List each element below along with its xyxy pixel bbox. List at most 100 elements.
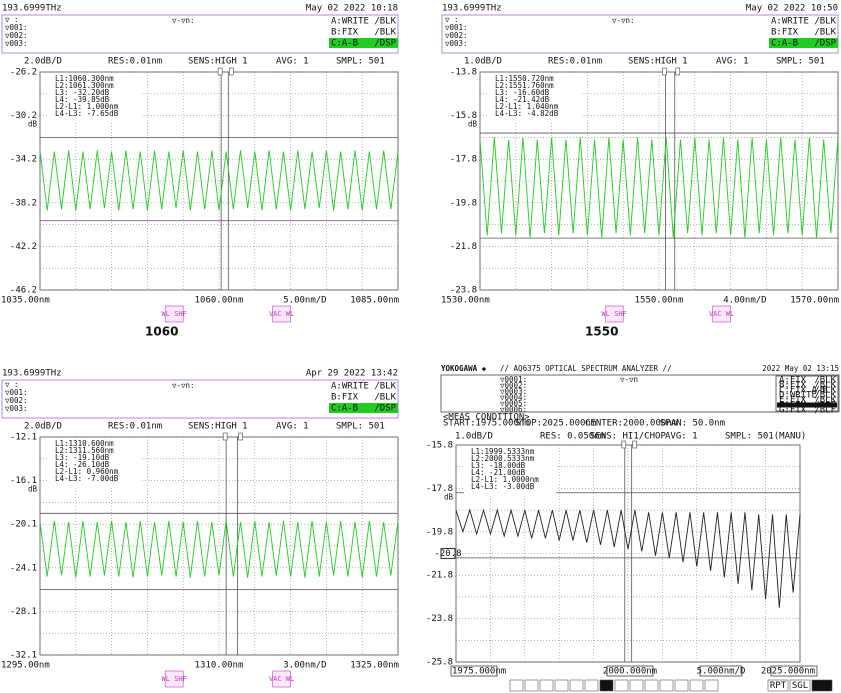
button-label: VAC WL	[709, 310, 734, 318]
soft-key[interactable]	[554, 679, 569, 692]
setting: RES:0.01nm	[108, 422, 162, 432]
button[interactable]	[272, 670, 291, 688]
trace	[479, 137, 839, 238]
button[interactable]	[272, 305, 291, 323]
marker-text: L2:1311.560nm	[55, 446, 114, 455]
trace-mode: /BLK	[374, 382, 396, 392]
soft-key[interactable]	[509, 679, 524, 692]
button-label: VAC WL	[269, 310, 294, 318]
soft-key[interactable]	[539, 679, 554, 692]
marker-header: ▽0002:	[500, 381, 527, 390]
marker-box	[488, 75, 580, 121]
trace-label: E:FIX	[779, 396, 807, 406]
trace-label: B:FIX	[771, 28, 799, 38]
y-tick-label: -46.2	[10, 286, 37, 296]
soft-key[interactable]	[659, 679, 674, 692]
frame	[440, 374, 840, 413]
marker-text: L2-L1: 1.000nm	[55, 102, 119, 111]
meas: CENTER:2000.000nm	[585, 419, 677, 429]
trace-highlight	[329, 38, 398, 48]
y-tick-label: -42.2	[10, 242, 37, 252]
trace-mode: /BLK	[814, 17, 836, 27]
trace-label: A:WRITE	[331, 17, 369, 27]
frequency: 193.6999THz	[2, 369, 62, 379]
trace-label: C:A-B	[771, 39, 798, 49]
marker-header: ▽001:	[445, 23, 468, 32]
marker-header: ▽002:	[5, 396, 28, 405]
soft-key[interactable]	[674, 679, 689, 692]
soft-key[interactable]	[569, 679, 584, 692]
button[interactable]	[164, 305, 184, 323]
trace-mode: /BLK	[374, 393, 396, 403]
trace-mode: /BLK	[814, 396, 836, 406]
marker-header: ▽003:	[5, 404, 28, 413]
trace-label: B:FIX	[331, 28, 359, 38]
x-tick-label: 1035.00nm	[1, 296, 50, 306]
button[interactable]	[604, 305, 624, 323]
meas-condition: <MEAS CONDITION>	[443, 413, 530, 423]
button[interactable]	[789, 679, 811, 692]
date: May 02 2022 10:18	[306, 4, 398, 14]
y-unit: dB	[444, 492, 454, 501]
date: 2022 May 02 13:15	[762, 364, 839, 373]
soft-key[interactable]	[644, 679, 659, 692]
setting: SENS: HI1/CHOP	[590, 432, 666, 442]
brand: YOKOGAWA ◆	[441, 364, 487, 373]
marker-header: ▽001:	[5, 23, 28, 32]
setting: 1.0dB/D	[464, 57, 502, 67]
frequency: 193.6999THz	[442, 4, 502, 14]
button[interactable]	[811, 679, 833, 692]
button[interactable]	[712, 305, 731, 323]
x-tick-label: 2025.000nm	[761, 667, 815, 677]
trace	[39, 150, 399, 211]
meas: STOP:2025.000nm	[515, 419, 596, 429]
soft-key[interactable]	[599, 679, 614, 692]
y-tick-label: -24.1	[10, 563, 37, 573]
x-scale: 3.00nm/D	[283, 661, 326, 671]
trace-label: D:WRITE	[779, 391, 817, 401]
date: Apr 29 2022 13:42	[306, 369, 398, 379]
trace-mode: /BLK	[374, 17, 396, 27]
y-tick-label: -34.2	[10, 155, 37, 165]
marker-text: L2:2000.5333nm	[471, 454, 535, 463]
marker-text: L3: -16.60dB	[495, 88, 550, 97]
x-tick-label: 1060.00nm	[195, 296, 244, 306]
button[interactable]	[767, 679, 789, 692]
marker-text: L1:1999.5333nm	[471, 447, 535, 456]
x-tick-label: 1310.00nm	[195, 661, 244, 671]
y-tick-label: -23.8	[450, 286, 477, 296]
setting: SMPL: 501	[776, 57, 825, 67]
soft-key[interactable]	[704, 679, 719, 692]
trace-mode: /DSP	[814, 401, 836, 411]
marker-header: ▽003:	[445, 39, 468, 48]
delta-marker: ▽-▽n:	[172, 381, 195, 390]
y-tick-label: -25.8	[426, 658, 453, 668]
soft-key[interactable]	[629, 679, 644, 692]
setting: SMPL: 501(MANU)	[725, 432, 806, 442]
trace-highlight	[329, 403, 398, 413]
y-tick-label: -32.1	[10, 651, 37, 661]
soft-key[interactable]	[689, 679, 704, 692]
x-tick-box	[450, 665, 498, 677]
caption: 1060	[145, 325, 178, 339]
soft-key[interactable]	[524, 679, 539, 692]
x-scale: 4.00nm/D	[723, 296, 766, 306]
x-tick-label: 1295.00nm	[1, 661, 50, 671]
setting: AVG: 1	[665, 432, 698, 442]
button[interactable]	[164, 670, 184, 688]
marker-text: L2-L1: 0.960nm	[55, 467, 119, 476]
x-tick-label: 2000.000nm	[603, 667, 657, 677]
setting: SENS:HIGH 1	[188, 422, 248, 432]
trace-mode: /DSP	[374, 404, 396, 414]
y-tick-label: -19.8	[426, 527, 453, 537]
soft-key[interactable]	[584, 679, 599, 692]
marker-flag	[238, 432, 243, 441]
marker-box	[48, 440, 140, 486]
meas: SPAN: 50.0nm	[660, 419, 725, 429]
x-tick-label: 1325.00nm	[350, 661, 399, 671]
caption: 1550	[585, 325, 618, 339]
marker-text: L3: -32.20dB	[55, 88, 110, 97]
button-label: WL SHF	[162, 310, 187, 318]
marker-box	[464, 448, 556, 494]
soft-key[interactable]	[614, 679, 629, 692]
